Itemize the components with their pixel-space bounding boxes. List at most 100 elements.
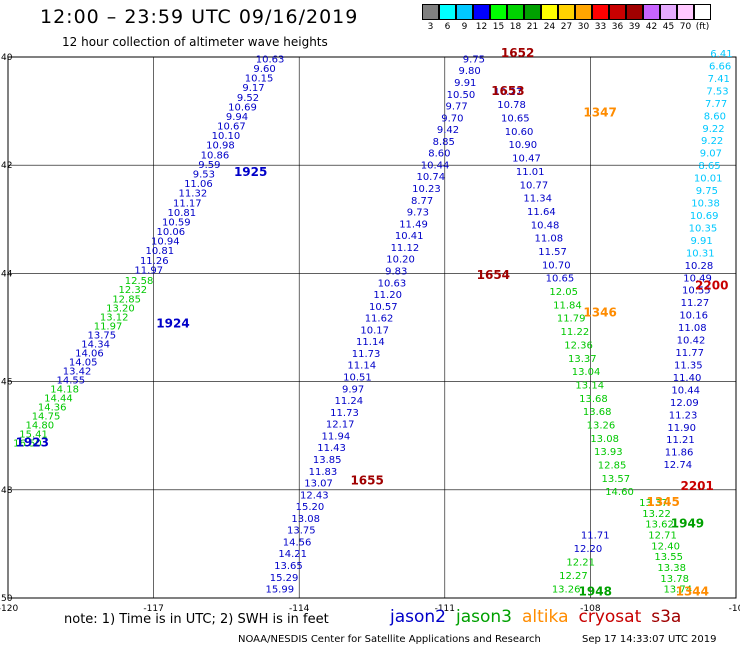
wave-height-value: 9.22 bbox=[702, 124, 724, 135]
wave-height-value: 14.75 bbox=[32, 411, 61, 422]
wave-height-value: 11.90 bbox=[667, 423, 696, 434]
wave-height-value: 12.21 bbox=[566, 558, 595, 569]
wave-height-value: 10.74 bbox=[416, 172, 445, 183]
pass-time-label: 2201 bbox=[680, 479, 713, 493]
wave-height-value: 10.98 bbox=[206, 141, 235, 152]
colorbar-swatch bbox=[507, 4, 524, 20]
colorbar-swatch bbox=[422, 4, 439, 20]
footer-timestamp: Sep 17 14:33:07 UTC 2019 bbox=[582, 634, 717, 645]
wave-height-value: 11.21 bbox=[666, 435, 695, 446]
pass-time-label: 1346 bbox=[583, 306, 616, 320]
satellite-legend-item: jason2 bbox=[390, 607, 446, 627]
wave-height-value: 10.59 bbox=[162, 217, 191, 228]
wave-height-value: 14.36 bbox=[38, 402, 67, 413]
wave-height-value: 10.63 bbox=[256, 54, 285, 65]
colorbar-label: 33 bbox=[594, 22, 607, 32]
wave-height-value: 11.08 bbox=[535, 234, 564, 245]
lat-tick-label: 42 bbox=[1, 161, 12, 171]
colorbar-label: 39 bbox=[628, 22, 641, 32]
wave-height-value: 9.52 bbox=[237, 93, 259, 104]
wave-height-value: 10.27 bbox=[494, 87, 523, 98]
wave-height-value: 10.16 bbox=[679, 311, 708, 322]
colorbar-label: 27 bbox=[560, 22, 573, 32]
colorbar-swatch bbox=[575, 4, 592, 20]
wave-height-value: 10.77 bbox=[520, 180, 549, 191]
lon-tick-label: -117 bbox=[143, 604, 163, 614]
wave-height-value: 11.20 bbox=[373, 290, 402, 301]
wave-height-value: 9.94 bbox=[226, 112, 248, 123]
footer-credit: NOAA/NESDIS Center for Satellite Applica… bbox=[238, 634, 541, 645]
pass-time-label: 1347 bbox=[583, 106, 616, 120]
wave-height-value: 11.84 bbox=[553, 300, 582, 311]
wave-height-value: 14.80 bbox=[25, 420, 54, 431]
wave-height-value: 11.73 bbox=[352, 349, 381, 360]
lat-tick-label: 46 bbox=[1, 378, 13, 388]
wave-height-value: 12.71 bbox=[648, 530, 677, 541]
pass-time-label: 1925 bbox=[234, 165, 267, 179]
colorbar-label: 36 bbox=[611, 22, 624, 32]
pass-time-label: 1345 bbox=[646, 495, 679, 509]
colorbar-label: 30 bbox=[577, 22, 590, 32]
wave-height-value: 14.34 bbox=[81, 339, 110, 350]
wave-height-value: 11.24 bbox=[334, 396, 363, 407]
wave-height-value: 13.68 bbox=[583, 407, 612, 418]
wave-height-value: 11.77 bbox=[675, 348, 704, 359]
wave-height-value: 13.22 bbox=[642, 509, 671, 520]
page-title: 12:00 – 23:59 UTC 09/16/2019 bbox=[40, 6, 359, 28]
lon-tick-label: -120 bbox=[0, 604, 18, 614]
wave-height-value: 13.37 bbox=[568, 354, 597, 365]
wave-height-value: 10.42 bbox=[677, 336, 706, 347]
wave-height-value: 12.85 bbox=[112, 294, 141, 305]
wave-height-value: 13.55 bbox=[654, 552, 683, 563]
wave-height-value: 10.06 bbox=[156, 227, 185, 238]
wave-height-value: 11.08 bbox=[678, 323, 707, 334]
wave-height-value: 14.56 bbox=[283, 537, 312, 548]
wave-height-value: 11.79 bbox=[557, 314, 586, 325]
wave-height-value: 11.22 bbox=[561, 327, 590, 338]
wave-height-value: 12.05 bbox=[549, 287, 578, 298]
wave-height-value: 14.60 bbox=[605, 487, 634, 498]
wave-height-value: 12.17 bbox=[326, 420, 355, 431]
wave-height-value: 13.65 bbox=[274, 561, 303, 572]
wave-height-value: 15.41 bbox=[19, 430, 48, 441]
colorbar-label: 18 bbox=[509, 22, 522, 32]
wave-height-value: 10.67 bbox=[217, 122, 246, 133]
wave-height-value: 11.01 bbox=[516, 167, 545, 178]
wave-height-value: 11.57 bbox=[538, 247, 567, 258]
wave-height-value: 12.32 bbox=[119, 285, 148, 296]
wave-height-value: 11.35 bbox=[674, 360, 703, 371]
wave-height-value: 11.62 bbox=[365, 314, 394, 325]
wave-height-value: 10.49 bbox=[683, 273, 712, 284]
wave-height-value: 9.70 bbox=[441, 113, 463, 124]
colorbar-label: 45 bbox=[662, 22, 675, 32]
wave-height-value: 8.85 bbox=[433, 137, 455, 148]
wave-height-value: 9.80 bbox=[458, 66, 480, 77]
wave-height-value: 10.51 bbox=[343, 373, 372, 384]
wave-height-value: 9.53 bbox=[193, 169, 215, 180]
wave-height-value: 9.07 bbox=[700, 149, 722, 160]
pass-time-label: 1949 bbox=[671, 517, 704, 531]
wave-height-value: 10.35 bbox=[689, 223, 718, 234]
wave-height-value: 14.18 bbox=[50, 384, 79, 395]
pass-time-label: 1924 bbox=[156, 317, 189, 331]
wave-height-value: 11.43 bbox=[317, 443, 346, 454]
wave-height-value: 11.14 bbox=[356, 337, 385, 348]
pass-time-label: 1344 bbox=[676, 584, 709, 598]
wave-height-value: 8.77 bbox=[411, 196, 433, 207]
wave-height-value: 13.57 bbox=[601, 474, 630, 485]
wave-height-value: 10.60 bbox=[505, 127, 534, 138]
satellite-legend-item: jason3 bbox=[456, 607, 512, 627]
wave-height-value: 11.34 bbox=[523, 194, 552, 205]
colorbar-swatch bbox=[456, 4, 473, 20]
wave-height-value: 10.48 bbox=[531, 220, 560, 231]
wave-height-value: 13.85 bbox=[313, 455, 342, 466]
satellite-legend-item: altika bbox=[522, 607, 569, 627]
wave-height-value: 10.57 bbox=[369, 302, 398, 313]
wave-height-value: 13.78 bbox=[660, 574, 689, 585]
wave-height-value: 12.27 bbox=[559, 571, 588, 582]
wave-height-value: 13.12 bbox=[100, 312, 129, 323]
pass-time-label: 1652 bbox=[501, 46, 534, 60]
wave-height-value: 14.55 bbox=[57, 375, 86, 386]
wave-height-value: 7.77 bbox=[705, 99, 727, 110]
wave-height-value: 9.75 bbox=[696, 186, 718, 197]
